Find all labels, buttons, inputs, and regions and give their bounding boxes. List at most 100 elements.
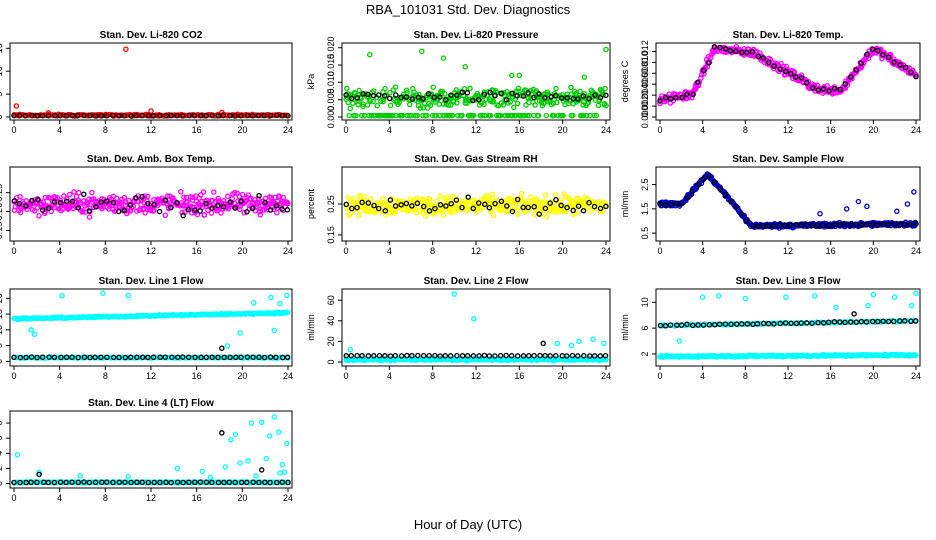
data-point — [360, 103, 366, 110]
data-point — [495, 102, 502, 109]
data-point — [788, 70, 794, 77]
x-tick-label: 16 — [514, 125, 524, 135]
data-point — [51, 199, 58, 205]
x-tick-label: 20 — [237, 125, 247, 135]
data-point — [133, 112, 139, 119]
data-point — [233, 354, 239, 361]
data-point — [575, 96, 581, 102]
data-point — [913, 72, 919, 78]
data-point — [122, 479, 128, 485]
data-point — [284, 440, 290, 447]
data-point — [116, 479, 123, 486]
y-axis-label: ml/min — [620, 191, 630, 218]
data-point — [699, 294, 706, 300]
data-point — [426, 352, 432, 359]
data-point — [45, 110, 52, 116]
data-point — [354, 95, 361, 101]
data-point — [440, 212, 447, 219]
data-point — [22, 112, 29, 119]
data-point — [568, 342, 575, 349]
x-tick-label: 4 — [700, 125, 705, 135]
data-point — [432, 352, 438, 359]
data-point — [706, 60, 712, 66]
data-point — [220, 198, 227, 204]
data-point — [86, 214, 93, 220]
data-point — [706, 173, 712, 179]
data-point — [591, 353, 598, 359]
data-point — [514, 196, 521, 203]
data-point — [514, 93, 520, 99]
data-point — [706, 322, 713, 328]
data-point — [717, 186, 723, 192]
data-point — [754, 321, 761, 327]
data-point — [459, 112, 465, 119]
data-point — [679, 94, 685, 101]
data-point — [826, 222, 832, 229]
chart-panel-4: Stan. Dev. Amb. Box Temp.degrees C048121… — [0, 154, 293, 256]
data-point — [657, 201, 663, 207]
data-point — [502, 207, 509, 214]
data-point — [163, 112, 169, 119]
data-point — [711, 44, 718, 50]
x-tick-label: 0 — [343, 371, 348, 381]
data-point — [885, 54, 892, 60]
data-point — [597, 205, 604, 212]
y-tick-label: 0.012 — [640, 40, 650, 63]
data-point — [271, 414, 278, 420]
data-point — [880, 318, 886, 324]
data-point — [552, 192, 559, 198]
data-point — [367, 51, 373, 58]
data-point — [798, 222, 805, 228]
data-point — [722, 321, 729, 327]
data-point — [783, 68, 789, 75]
data-point — [274, 112, 280, 119]
data-point — [174, 199, 180, 206]
data-point — [191, 112, 198, 119]
data-point — [475, 200, 482, 206]
data-point — [174, 354, 181, 360]
x-tick-label: 24 — [601, 371, 611, 381]
data-point — [548, 94, 554, 100]
data-point — [354, 204, 360, 211]
data-point — [404, 352, 410, 359]
data-point — [262, 199, 268, 206]
x-tick-label: 0 — [11, 246, 16, 256]
data-point — [908, 302, 915, 309]
data-point — [427, 102, 434, 109]
data-point — [815, 319, 821, 326]
data-point — [162, 354, 169, 360]
x-tick-label: 16 — [192, 493, 202, 503]
data-point — [777, 66, 783, 72]
data-point — [396, 99, 402, 106]
data-point — [127, 354, 134, 361]
data-point — [426, 196, 433, 202]
y-tick-label: 6 — [0, 436, 4, 441]
x-tick-label: 12 — [146, 125, 156, 135]
data-point — [274, 205, 280, 212]
data-point — [897, 318, 903, 324]
data-point — [590, 336, 596, 343]
data-point — [75, 205, 81, 211]
data-point — [747, 321, 753, 327]
data-point — [403, 200, 410, 207]
data-point — [557, 208, 563, 214]
data-point — [209, 112, 216, 119]
data-point — [198, 112, 204, 119]
data-point — [61, 193, 67, 199]
data-point — [554, 99, 560, 106]
data-point — [809, 320, 815, 326]
data-point — [115, 208, 122, 215]
data-point — [127, 202, 134, 208]
data-point — [486, 204, 493, 211]
data-point — [792, 74, 799, 80]
data-point — [426, 208, 433, 214]
x-tick-label: 24 — [601, 246, 611, 256]
x-tick-label: 8 — [743, 246, 748, 256]
data-point — [422, 213, 429, 219]
y-tick-label: 0.005 — [326, 88, 336, 111]
data-point — [913, 352, 919, 358]
data-point — [343, 353, 350, 359]
data-point — [415, 352, 421, 359]
data-point — [464, 90, 471, 96]
data-point — [273, 354, 279, 361]
